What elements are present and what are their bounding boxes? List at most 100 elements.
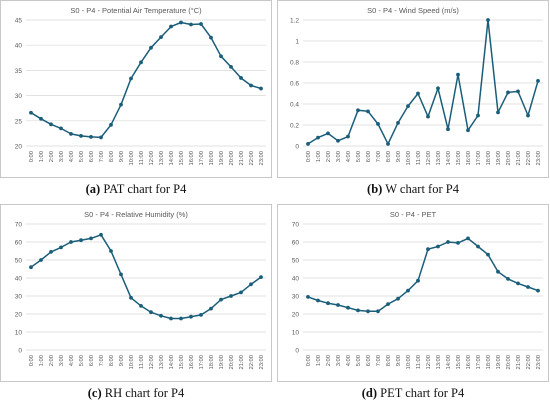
y-tick-label: 30 <box>15 93 23 100</box>
data-point <box>516 89 520 94</box>
y-tick-label: 30 <box>292 294 300 301</box>
x-tick-label: 23:00 <box>259 151 265 166</box>
y-tick-label: 50 <box>15 258 23 265</box>
x-tick-label: 23:00 <box>536 355 542 370</box>
data-point <box>336 138 340 143</box>
x-tick-label: 12:00 <box>426 151 432 166</box>
caption-c-letter: (c) <box>87 386 102 400</box>
x-tick-label: 17:00 <box>199 151 205 166</box>
y-tick-label: 0 <box>295 348 299 355</box>
x-tick-label: 12:00 <box>149 355 155 370</box>
y-tick-label: 45 <box>15 18 23 25</box>
data-point <box>189 314 193 319</box>
data-point <box>526 285 530 289</box>
data-point <box>516 281 520 286</box>
panel-a: S0 - P4 - Potential Air Temperature (°C)… <box>0 0 272 200</box>
data-point <box>219 297 223 302</box>
chart-frame <box>277 204 549 382</box>
data-point <box>326 301 330 306</box>
data-point <box>29 110 33 115</box>
caption-a: (a) PAT chart for P4 <box>0 182 272 197</box>
x-tick-label: 17:00 <box>476 355 482 370</box>
x-tick-label: 0:00 <box>29 151 35 162</box>
x-tick-label: 9:00 <box>396 355 402 366</box>
x-tick-label: 10:00 <box>406 151 412 166</box>
data-point <box>259 86 263 91</box>
x-tick-label: 7:00 <box>376 355 382 366</box>
data-point <box>109 122 113 127</box>
x-tick-label: 6:00 <box>89 151 95 162</box>
data-point <box>259 275 263 279</box>
caption-d-text: PET chart for P4 <box>380 386 465 400</box>
x-tick-label: 2:00 <box>49 355 55 366</box>
data-point <box>109 249 113 253</box>
x-tick-label: 22:00 <box>526 355 532 370</box>
chart-title: S0 - P4 - Potential Air Temperature (°C) <box>70 6 202 15</box>
y-tick-label: 40 <box>15 43 23 50</box>
data-point <box>426 247 430 252</box>
x-tick-label: 2:00 <box>49 151 55 162</box>
x-tick-label: 13:00 <box>159 151 165 166</box>
wind-speed-chart: S0 - P4 - Wind Speed (m/s) 0 0.2 0.4 0.6 0.8 1… <box>277 0 549 178</box>
caption-c: (c) RH chart for P4 <box>0 386 272 401</box>
data-point <box>396 121 400 125</box>
data-point <box>366 109 370 114</box>
x-tick-label: 8:00 <box>109 151 115 162</box>
data-point <box>139 304 143 308</box>
x-tick-label: 19:00 <box>219 355 225 370</box>
y-tick-label: 0 <box>295 144 299 151</box>
data-point <box>169 24 173 29</box>
data-point <box>199 22 203 26</box>
data-point <box>229 294 233 298</box>
x-tick-label: 19:00 <box>496 151 502 166</box>
x-tick-label: 21:00 <box>516 355 522 370</box>
data-point <box>436 86 440 91</box>
x-tick-label: 16:00 <box>466 355 472 370</box>
y-tick-label: 1 <box>295 39 299 46</box>
pet-chart: S0 - P4 - PET 0 10 20 30 40 50 60 70 0:00 1:00 2:00… <box>277 204 549 382</box>
data-point <box>79 134 83 138</box>
x-tick-label: 12:00 <box>426 355 432 370</box>
data-point <box>386 142 390 146</box>
data-point <box>436 244 440 249</box>
data-point <box>249 83 253 88</box>
x-tick-label: 15:00 <box>179 355 185 370</box>
data-point <box>406 104 410 108</box>
x-tick-label: 7:00 <box>99 355 105 366</box>
chart-title: S0 - P4 - Relative Humidity (%) <box>84 210 188 219</box>
x-tick-label: 19:00 <box>496 355 502 370</box>
data-point <box>229 64 233 69</box>
x-tick-label: 0:00 <box>306 151 312 162</box>
y-tick-label: 40 <box>292 276 300 283</box>
x-tick-label: 10:00 <box>129 355 135 370</box>
x-tick-label: 11:00 <box>139 151 145 165</box>
x-tick-label: 13:00 <box>159 355 165 370</box>
data-point <box>316 298 320 303</box>
rh-chart: S0 - P4 - Relative Humidity (%) 0 10 20 30 40… <box>0 204 272 382</box>
x-tick-label: 6:00 <box>89 355 95 366</box>
data-point <box>29 265 33 270</box>
data-point <box>486 18 490 22</box>
data-point <box>239 290 243 295</box>
data-point <box>346 134 350 139</box>
x-tick-label: 15:00 <box>179 151 185 166</box>
y-tick-label: 70 <box>15 222 23 229</box>
x-tick-label: 22:00 <box>249 151 255 166</box>
x-tick-label: 11:00 <box>416 151 422 165</box>
x-tick-label: 7:00 <box>99 151 105 162</box>
data-point <box>476 244 480 249</box>
x-tick-label: 9:00 <box>396 151 402 162</box>
chart-frame <box>0 0 272 178</box>
x-tick-label: 23:00 <box>259 355 265 370</box>
caption-d-letter: (d) <box>361 386 377 400</box>
pat-chart: S0 - P4 - Potential Air Temperature (°C)… <box>0 0 272 178</box>
data-point <box>456 72 460 77</box>
x-tick-label: 12:00 <box>149 151 155 166</box>
data-point <box>406 288 410 293</box>
x-tick-label: 17:00 <box>476 151 482 166</box>
x-tick-label: 21:00 <box>239 151 245 166</box>
x-tick-label: 5:00 <box>79 151 85 162</box>
data-point <box>49 122 53 127</box>
data-point <box>376 122 380 126</box>
data-point <box>536 288 540 293</box>
